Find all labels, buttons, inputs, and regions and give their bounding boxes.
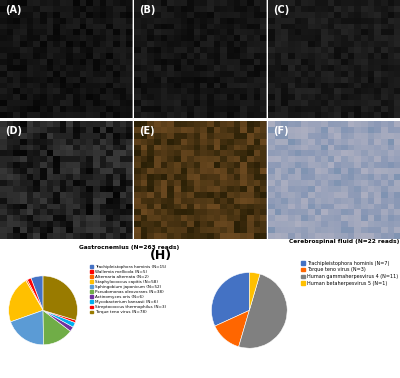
Wedge shape	[43, 276, 78, 320]
Wedge shape	[43, 310, 75, 327]
Wedge shape	[27, 278, 43, 310]
Wedge shape	[43, 310, 73, 331]
Wedge shape	[9, 280, 43, 322]
Text: (D): (D)	[5, 126, 22, 136]
Text: (H): (H)	[150, 249, 172, 262]
Text: (E): (E)	[139, 126, 155, 136]
Wedge shape	[239, 274, 287, 348]
Wedge shape	[215, 310, 249, 347]
Wedge shape	[212, 273, 249, 326]
Title: Gastrocnemius (N=263 reads): Gastrocnemius (N=263 reads)	[79, 245, 179, 249]
Legend: Trachipleistophora hominis (N=7), Torque teno virus (N=3), Human gammaherpesviru: Trachipleistophora hominis (N=7), Torque…	[301, 261, 398, 286]
Wedge shape	[43, 310, 76, 323]
Wedge shape	[249, 273, 260, 310]
Wedge shape	[31, 276, 43, 310]
Wedge shape	[43, 310, 70, 345]
Title: Cerebrospinal fluid (N=22 reads): Cerebrospinal fluid (N=22 reads)	[289, 239, 399, 244]
Text: (A): (A)	[5, 5, 22, 15]
Text: (B): (B)	[139, 5, 156, 15]
Text: (C): (C)	[273, 5, 289, 15]
Legend: Trachipleistophora hominis (N=15), Wallemia mellicola (N=5), Alternaria alternat: Trachipleistophora hominis (N=15), Walle…	[90, 265, 166, 314]
Text: (F): (F)	[273, 126, 288, 136]
Wedge shape	[10, 310, 44, 345]
Wedge shape	[26, 280, 43, 310]
